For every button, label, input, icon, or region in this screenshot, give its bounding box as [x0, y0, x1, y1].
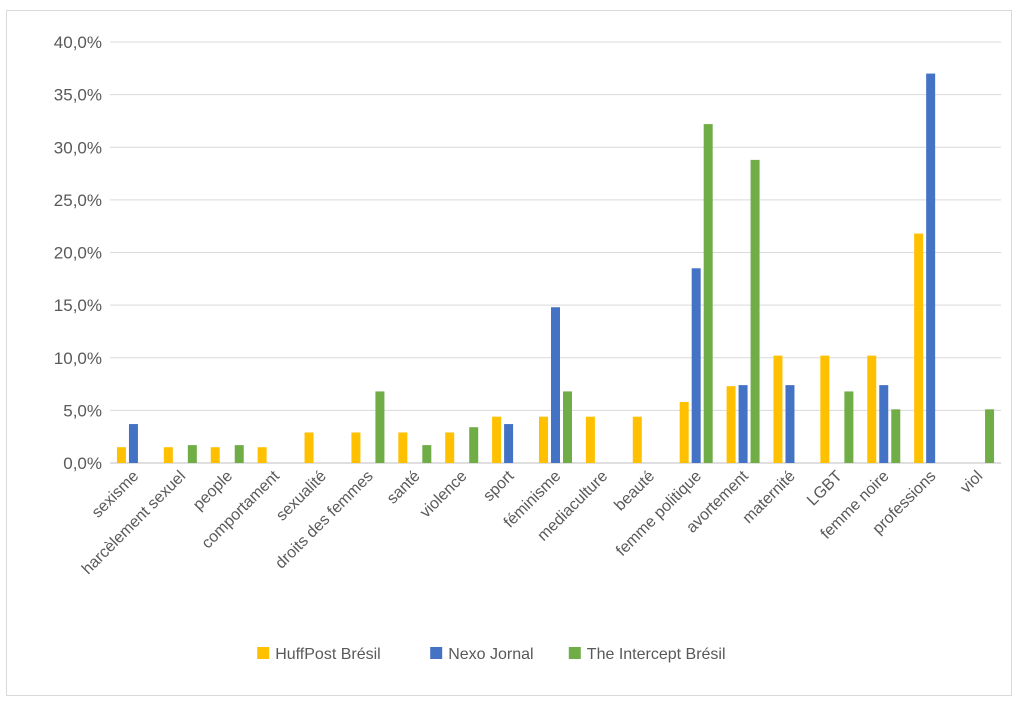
bar-3 [469, 427, 479, 463]
bar-1 [398, 432, 408, 463]
bar-1 [773, 355, 783, 463]
bar-2 [504, 424, 514, 463]
x-category-label: viol [957, 468, 986, 497]
bar-3 [891, 409, 901, 463]
x-category-label: santé [384, 468, 424, 508]
bar-2 [551, 307, 560, 463]
x-category-label: beauté [611, 468, 658, 515]
bar-1 [163, 447, 173, 463]
bar-1 [257, 447, 267, 463]
y-tick-label: 15,0% [54, 296, 102, 315]
bar-1 [585, 416, 595, 463]
x-category-label: LGBT [804, 468, 846, 510]
bar-2 [691, 268, 701, 463]
bar-3 [844, 391, 854, 463]
bar-3 [563, 391, 572, 463]
bars [116, 73, 995, 463]
bar-2 [738, 385, 748, 463]
bar-2 [879, 385, 889, 463]
y-tick-label: 30,0% [54, 138, 102, 157]
bar-3 [703, 124, 713, 463]
y-tick-label: 35,0% [54, 86, 102, 105]
y-tick-label: 25,0% [54, 191, 102, 210]
legend-label: The Intercept Brésil [587, 646, 726, 663]
x-category-label: femme politique [613, 468, 705, 560]
legend: HuffPost Brésil Nexo Jornal The Intercept … [257, 646, 726, 663]
x-category-label: people [190, 468, 236, 514]
y-tick-label: 10,0% [54, 349, 102, 368]
bar-2 [785, 385, 795, 463]
bar-1 [679, 401, 689, 463]
y-axis-ticks: 0,0% 5,0% 10,0% 15,0% 20,0% 25,0% 30,0% 35,0% 40… [54, 33, 102, 473]
bar-3 [234, 445, 244, 463]
legend-swatch [257, 647, 270, 659]
chart-frame: 0,0% 5,0% 10,0% 15,0% 20,0% 25,0% 30,0% 35,0% 40… [6, 10, 1012, 696]
bar-1 [304, 432, 314, 463]
x-category-label: sport [480, 467, 518, 505]
y-tick-label: 0,0% [63, 454, 102, 473]
bar-1 [914, 233, 924, 463]
bar-3 [375, 391, 385, 463]
bar-2 [926, 73, 936, 463]
bar-1 [116, 447, 126, 463]
bar-3 [985, 409, 995, 463]
bar-1 [867, 355, 877, 463]
y-tick-label: 40,0% [54, 33, 102, 52]
bar-1 [726, 386, 736, 463]
bar-1 [445, 432, 455, 463]
gridlines [110, 41, 1001, 464]
y-tick-label: 20,0% [54, 244, 102, 263]
bar-1 [820, 355, 830, 463]
bar-1 [351, 432, 361, 463]
bar-1 [539, 416, 548, 463]
legend-swatch [430, 647, 443, 659]
bar-2 [128, 424, 138, 463]
bar-3 [750, 159, 760, 463]
bar-1 [210, 447, 220, 463]
legend-label: Nexo Jornal [448, 646, 533, 663]
legend-label: HuffPost Brésil [275, 646, 381, 663]
bar-chart: 0,0% 5,0% 10,0% 15,0% 20,0% 25,0% 30,0% 35,0% 40… [54, 33, 1001, 663]
bar-1 [492, 416, 502, 463]
bar-3 [187, 445, 197, 463]
bar-1 [632, 416, 642, 463]
x-category-label: violence [417, 468, 471, 522]
bar-3 [422, 445, 432, 463]
legend-swatch [568, 647, 581, 659]
y-tick-label: 5,0% [63, 401, 102, 420]
